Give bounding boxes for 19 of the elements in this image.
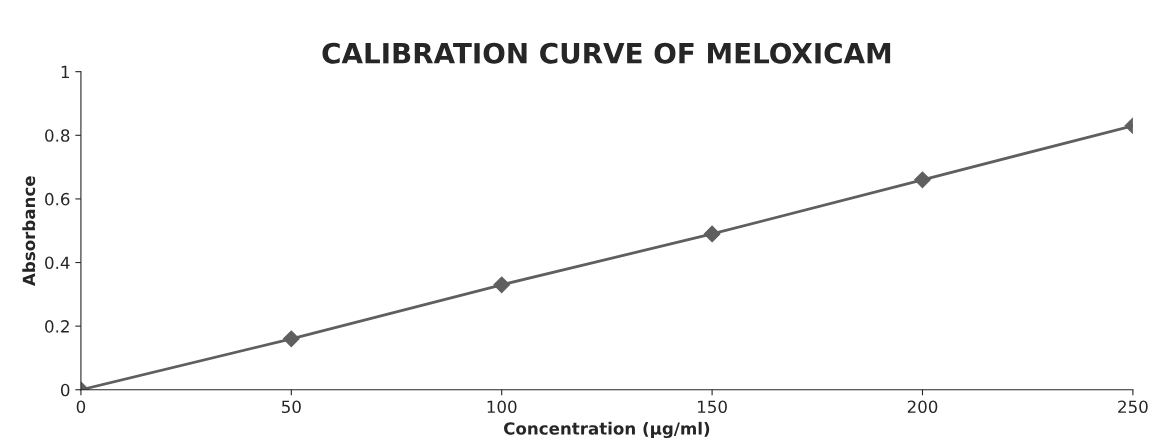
y-tick-label: 1 [61,65,69,79]
x-tick-label: 150 [698,400,727,414]
x-tick-label: 200 [907,400,938,414]
y-tick-label: 0 [61,383,70,397]
point [282,330,300,348]
x-tick-label: 50 [281,400,301,414]
y-tick-label: 0.2 [45,320,69,333]
y-tick-label: 0.8 [45,129,70,142]
y-tick-label: 0.6 [45,192,70,206]
y-tick-label: 0.4 [45,256,70,270]
point [914,171,931,189]
chart-title: CALIBRATION CURVE OF MELOXICAM [322,42,891,64]
x-tick-label: 0 [76,400,86,414]
y-axis-title: Absorbance [22,176,36,286]
point [493,276,511,294]
x-tick-label: 100 [487,400,517,414]
x-axis-title: Concentration (μg/ml) [504,421,710,439]
point [703,225,721,243]
x-tick-label: 250 [1118,400,1148,414]
